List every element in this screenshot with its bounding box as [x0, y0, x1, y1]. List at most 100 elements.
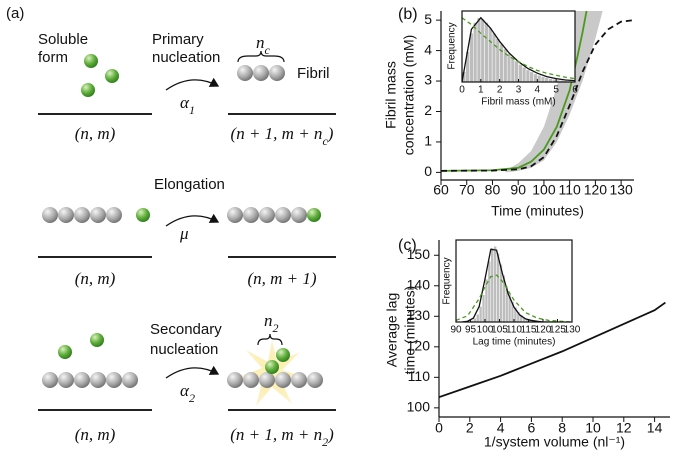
x-tick-label: 95 [465, 325, 477, 336]
fibril-unit [227, 207, 243, 223]
fibril [227, 372, 323, 388]
x-tick-label: 90 [510, 182, 526, 198]
fibril-unit [259, 372, 275, 388]
panel-label: (c) [398, 237, 417, 254]
process-text: nucleation [150, 341, 218, 358]
soluble-text: form [38, 49, 68, 66]
x-tick-label: 110 [506, 325, 522, 336]
y-axis-label: Average lag [384, 293, 400, 367]
x-tick-label: 3 [516, 85, 522, 96]
fibril-unit [259, 207, 275, 223]
fibril-unit [243, 372, 259, 388]
bar [529, 71, 534, 82]
monomer [58, 345, 72, 359]
fibril-unit [42, 372, 58, 388]
y-tick-label: 150 [407, 246, 431, 262]
brace [237, 50, 285, 63]
x-tick-label: 6 [572, 85, 578, 96]
bar [510, 57, 515, 82]
x-tick-label: 120 [584, 182, 608, 198]
fibril [42, 207, 122, 223]
state-subscript: 2 [322, 435, 328, 449]
x-tick-label: 6 [528, 420, 536, 436]
process-text: Elongation [154, 176, 225, 193]
y-axis-label: Frequency [447, 22, 458, 69]
x-tick-label: 1 [478, 85, 484, 96]
fibril-text: Fibril [297, 65, 330, 82]
bar [488, 27, 493, 82]
arrow [165, 213, 220, 227]
panel-label: (a) [6, 5, 24, 22]
rate-subscript: 2 [189, 391, 195, 405]
line [462, 17, 575, 80]
state: (n, m) [75, 269, 116, 288]
fibril-unit [253, 65, 269, 81]
monomer [265, 360, 279, 374]
fibril-unit [58, 207, 74, 223]
monomer [307, 208, 321, 222]
x-tick-label: 0 [459, 85, 465, 96]
y-tick-label: 120 [407, 338, 431, 354]
y-tick-label: 3 [424, 72, 432, 88]
chart: 0 2 4 6 8 10 12 14 100 110 120 130 140 150 1/system vo… [384, 237, 670, 450]
y-axis-label: Fibril mass [383, 61, 399, 129]
x-tick-label: 105 [491, 325, 508, 336]
process-text: nucleation [152, 49, 220, 66]
bar [493, 245, 497, 322]
fibril-unit [275, 207, 291, 223]
soluble-text: Soluble [38, 31, 88, 48]
x-tick-label: 110 [559, 182, 582, 198]
y-tick-label: 140 [407, 276, 431, 292]
fibril-unit [42, 207, 58, 223]
fibril-unit [74, 207, 90, 223]
state: (n, m) [75, 124, 116, 143]
x-tick-label: 5 [553, 85, 559, 96]
state: (n, m) [75, 425, 116, 444]
fibril-unit [291, 207, 307, 223]
rate-symbol: α [180, 93, 190, 112]
bar [469, 33, 474, 82]
line [461, 248, 555, 322]
monomer [84, 54, 98, 68]
x-tick-label: 130 [609, 182, 633, 198]
plot-area [441, 11, 634, 173]
fibril-unit [243, 207, 259, 223]
x-axis-label: Time (minutes) [491, 203, 584, 219]
fibril-unit [58, 372, 74, 388]
y-axis-label: Frequency [442, 257, 453, 304]
size-subscript: c [265, 43, 271, 57]
bar [490, 247, 494, 322]
bar [476, 17, 482, 82]
y-tick-label: 4 [424, 41, 432, 57]
bar [533, 73, 538, 82]
x-axis-label: Lag time (minutes) [473, 337, 556, 348]
x-tick-label: 115 [521, 325, 537, 336]
panel-label: (b) [398, 6, 418, 23]
bar [473, 22, 478, 82]
y-tick-label: 0 [424, 163, 432, 179]
rate: α1 [180, 93, 195, 117]
x-tick-label: 120 [535, 325, 552, 336]
monomer [81, 83, 95, 97]
fibril-unit [122, 372, 138, 388]
x-tick-label: 130 [564, 325, 581, 336]
process-text: Secondary [150, 321, 222, 338]
plot-area [456, 245, 572, 322]
rate-symbol: α [180, 381, 190, 400]
y-tick-label: 110 [408, 368, 431, 384]
fibril-unit [237, 65, 253, 81]
bar [481, 294, 486, 322]
chart: 0 1 2 3 4 5 6 Fibril mass (mM) Frequency [447, 10, 578, 108]
y-axis-label: concentration (mM) [401, 35, 417, 156]
rate-subscript: 1 [189, 103, 195, 117]
brace [257, 333, 283, 346]
x-tick-label: 100 [477, 325, 494, 336]
x-tick-label: 125 [549, 325, 566, 336]
bar [496, 253, 500, 322]
x-tick-label: 60 [433, 182, 449, 198]
x-tick-label: 80 [485, 182, 501, 198]
state-part: (n + 1, m + n [230, 425, 322, 444]
